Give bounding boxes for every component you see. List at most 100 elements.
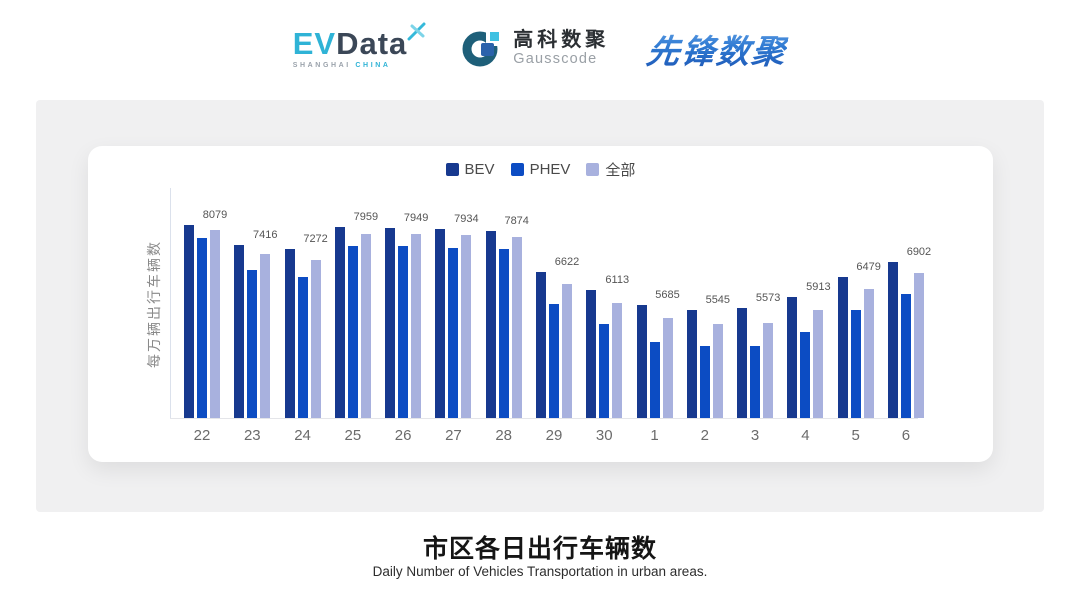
plot-area: 8079 22 7416 23 7272 24 7959 25 7949 26 7934 27 7874… xyxy=(170,188,931,444)
bar-group-24: 7272 24 xyxy=(284,188,328,444)
data-label-3: 5573 xyxy=(755,292,781,304)
legend-swatch-phev xyxy=(510,163,524,176)
x-tick-25: 25 xyxy=(344,427,362,444)
bar-phev-1[interactable] xyxy=(649,342,660,418)
bar-bev-23[interactable] xyxy=(234,245,245,418)
x-tick-23: 23 xyxy=(243,427,261,444)
legend-swatch-bev xyxy=(445,163,459,176)
header-logos: EV Data SHANGHAI CHINA 高科数聚 Gausscode xyxy=(0,14,1080,84)
data-label-26: 7949 xyxy=(403,212,429,224)
bar-全部-23[interactable] xyxy=(260,254,271,418)
bar-全部-24[interactable] xyxy=(310,260,321,418)
bar-全部-3[interactable] xyxy=(763,323,774,418)
evdata-data-text: Data xyxy=(336,26,408,61)
bar-bev-2[interactable] xyxy=(686,310,697,418)
bar-全部-27[interactable] xyxy=(461,235,472,418)
x-tick-2: 2 xyxy=(700,427,709,444)
data-label-28: 7874 xyxy=(504,215,529,227)
evdata-spark-icon xyxy=(407,21,427,46)
bar-bev-28[interactable] xyxy=(485,231,496,418)
bar-phev-4[interactable] xyxy=(800,332,811,418)
legend-item-bev[interactable]: BEV xyxy=(445,161,495,178)
bar-bev-5[interactable] xyxy=(837,277,848,418)
bar-group-22: 8079 22 xyxy=(184,188,227,444)
legend-label: BEV xyxy=(464,161,495,178)
bar-group-5: 6479 5 xyxy=(837,188,881,444)
bar-group-1: 5685 1 xyxy=(636,188,680,444)
bar-group-27: 7934 27 xyxy=(435,188,479,444)
bar-全部-4[interactable] xyxy=(813,310,824,418)
bar-group-28: 7874 28 xyxy=(485,188,529,444)
data-label-5: 6479 xyxy=(856,261,881,273)
data-label-4: 5913 xyxy=(806,281,831,293)
data-label-23: 7416 xyxy=(253,229,278,241)
bar-bev-22[interactable] xyxy=(184,225,194,418)
data-label-27: 7934 xyxy=(454,213,479,225)
x-tick-24: 24 xyxy=(294,427,311,444)
bar-group-25: 7959 25 xyxy=(334,188,378,444)
bar-phev-2[interactable] xyxy=(699,346,710,418)
x-tick-1: 1 xyxy=(650,427,659,444)
data-label-22: 8079 xyxy=(202,209,228,221)
gausscode-g-icon xyxy=(461,26,504,73)
bar-bev-27[interactable] xyxy=(435,229,446,418)
bar-phev-30[interactable] xyxy=(599,324,610,418)
y-axis-title: 每万辆出行车辆数 xyxy=(146,240,162,368)
bar-phev-25[interactable] xyxy=(347,246,358,418)
legend-item-phev[interactable]: PHEV xyxy=(510,161,571,178)
bar-全部-26[interactable] xyxy=(411,234,422,418)
bar-phev-22[interactable] xyxy=(197,238,207,418)
data-label-29: 6622 xyxy=(554,256,580,268)
bar-bev-29[interactable] xyxy=(535,272,546,418)
bar-phev-27[interactable] xyxy=(448,248,459,418)
x-tick-6: 6 xyxy=(901,427,911,444)
evdata-subtext: SHANGHAI CHINA xyxy=(293,62,408,69)
bar-bev-26[interactable] xyxy=(385,228,396,418)
bar-全部-22[interactable] xyxy=(210,230,220,418)
bar-group-23: 7416 23 xyxy=(234,188,278,444)
bar-phev-29[interactable] xyxy=(548,304,559,418)
bar-全部-5[interactable] xyxy=(863,289,874,418)
bar-全部-29[interactable] xyxy=(561,284,572,418)
data-label-24: 7272 xyxy=(303,233,328,245)
bar-phev-6[interactable] xyxy=(900,294,911,418)
x-tick-26: 26 xyxy=(394,427,412,444)
legend-swatch-全部 xyxy=(586,163,600,176)
x-tick-22: 22 xyxy=(193,427,211,444)
bar-bev-1[interactable] xyxy=(636,305,647,418)
bar-全部-1[interactable] xyxy=(662,318,673,418)
y-axis-line xyxy=(170,188,171,418)
x-tick-28: 28 xyxy=(495,427,513,444)
legend-label: PHEV xyxy=(529,161,571,178)
legend-item-全部[interactable]: 全部 xyxy=(586,159,635,180)
bar-全部-28[interactable] xyxy=(511,237,522,418)
bar-全部-6[interactable] xyxy=(913,273,924,418)
bar-group-3: 5573 3 xyxy=(737,188,780,444)
bar-bev-3[interactable] xyxy=(737,308,748,418)
bar-全部-2[interactable] xyxy=(712,324,723,418)
bar-bev-24[interactable] xyxy=(284,249,295,418)
bar-全部-30[interactable] xyxy=(612,303,623,418)
bar-series-container: 8079 22 7416 23 7272 24 7959 25 7949 26 7934 27 7874… xyxy=(170,188,931,444)
bar-bev-6[interactable] xyxy=(887,262,898,418)
chart-subtitle: Daily Number of Vehicles Transportation … xyxy=(372,564,708,579)
bar-phev-23[interactable] xyxy=(247,270,258,418)
bar-bev-30[interactable] xyxy=(586,290,597,418)
data-label-1: 5685 xyxy=(655,289,680,301)
bar-phev-3[interactable] xyxy=(750,346,761,418)
data-label-2: 5545 xyxy=(705,294,731,306)
bar-bev-4[interactable] xyxy=(787,297,798,418)
bar-phev-28[interactable] xyxy=(498,249,509,418)
x-tick-29: 29 xyxy=(545,427,563,444)
bar-phev-5[interactable] xyxy=(850,310,861,418)
data-label-25: 7959 xyxy=(353,211,379,223)
chart-title: 市区各日出行车辆数 xyxy=(422,535,657,563)
bar-phev-26[interactable] xyxy=(398,246,409,418)
x-tick-4: 4 xyxy=(801,427,810,444)
bar-全部-25[interactable] xyxy=(360,234,371,418)
bar-phev-24[interactable] xyxy=(297,277,308,418)
bar-group-2: 5545 2 xyxy=(686,188,730,444)
evdata-shanghai-text: SHANGHAI xyxy=(292,62,351,69)
bar-bev-25[interactable] xyxy=(334,227,345,418)
gausscode-cn-text: 高科数聚 xyxy=(513,29,610,52)
